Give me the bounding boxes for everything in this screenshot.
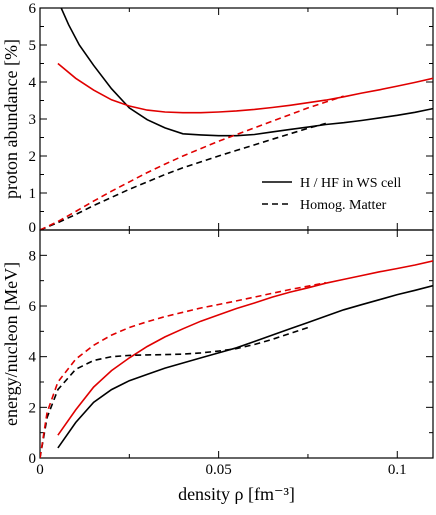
top-panel-ytick-label: 3 <box>29 112 37 128</box>
legend-label-solid: H / HF in WS cell <box>300 176 401 191</box>
bottom-panel-xtick-label: 0.05 <box>206 462 232 478</box>
bottom-panel-ytick-label: 8 <box>29 248 37 264</box>
legend-label-dashed: Homog. Matter <box>300 198 387 213</box>
top-panel-series-red-solid <box>57 62 433 114</box>
top-panel-ytick-label: 6 <box>29 1 37 17</box>
bottom-panel-series-red-solid <box>57 260 433 436</box>
top-panel-ytick-label: 2 <box>29 149 37 165</box>
bottom-panel-series-black-dashed <box>40 326 309 458</box>
bottom-panel-ytick-label: 0 <box>29 451 37 467</box>
bottom-panel-ytick-label: 6 <box>29 299 37 315</box>
bottom-panel-xtick-label: 0.1 <box>388 462 407 478</box>
bottom-panel-series-red-dashed <box>40 281 326 458</box>
top-panel-series-black-solid <box>60 8 433 137</box>
bottom-panel-xtick-label: 0 <box>36 462 44 478</box>
top-panel-ytick-label: 0 <box>29 220 37 236</box>
bottom-panel-frame <box>39 229 434 459</box>
top-panel-ytick-label: 1 <box>29 186 37 202</box>
top-panel-ytick-label: 5 <box>29 38 37 54</box>
top-panel-ytick-label: 4 <box>29 75 37 91</box>
bottom-panel-xlabel: density ρ [fm⁻³] <box>178 484 295 504</box>
top-panel-series-black-dashed <box>40 122 327 230</box>
top-panel-series-red-dashed <box>40 95 344 230</box>
bottom-panel-ytick-label: 2 <box>29 400 37 416</box>
bottom-panel-ylabel: energy/nucleon [MeV] <box>1 262 21 426</box>
top-panel-ylabel: proton abundance [%] <box>1 39 21 199</box>
bottom-panel-series-black-solid <box>57 284 433 449</box>
bottom-panel-ytick-label: 4 <box>29 350 37 366</box>
